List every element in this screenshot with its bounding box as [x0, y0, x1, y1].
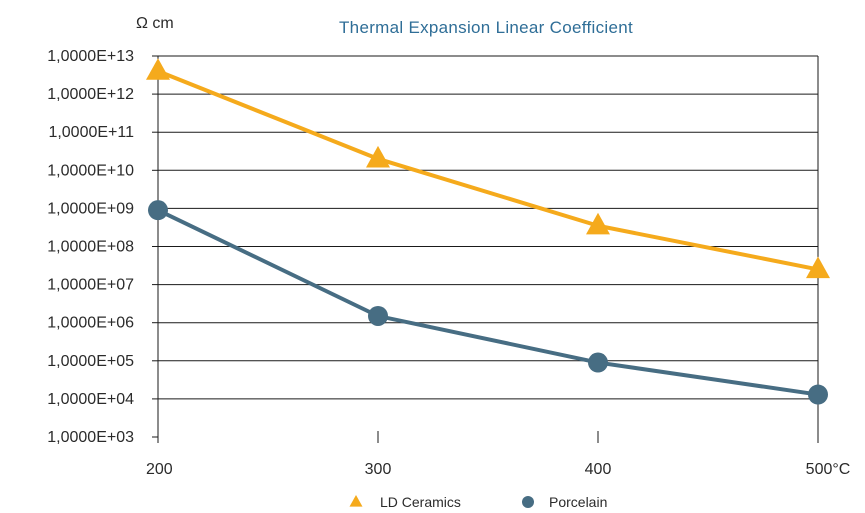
- data-series: [146, 58, 830, 405]
- legend-label: Porcelain: [549, 494, 607, 510]
- series-ld-ceramics: [146, 58, 830, 279]
- x-tick-label: 500°C: [806, 461, 851, 478]
- data-point-circle: [588, 352, 608, 373]
- x-tick-label: 200: [146, 461, 173, 478]
- legend-triangle-icon: [349, 494, 363, 507]
- data-point-triangle: [146, 58, 170, 80]
- y-tick-label: 1,0000E+11: [48, 124, 134, 141]
- data-point-triangle: [806, 256, 830, 279]
- data-point-triangle: [586, 212, 610, 235]
- y-tick-label: 1,0000E+13: [47, 48, 134, 65]
- y-tick-label: 1,0000E+04: [47, 391, 134, 408]
- y-axis-unit-label: Ω cm: [136, 15, 174, 32]
- x-tick-label: 400: [585, 461, 612, 478]
- y-tick-label: 1,0000E+03: [47, 429, 134, 446]
- legend-label: LD Ceramics: [380, 494, 461, 510]
- series-porcelain: [148, 200, 828, 405]
- y-tick-label: 1,0000E+08: [47, 239, 134, 256]
- data-point-circle: [148, 200, 168, 221]
- axes: [152, 55, 819, 443]
- y-tick-label: 1,0000E+06: [47, 315, 134, 332]
- legend-item: Porcelain: [522, 494, 607, 510]
- legend-circle-icon: [522, 496, 534, 508]
- series-line: [157, 208, 819, 397]
- data-point-circle: [368, 305, 388, 326]
- data-point-circle: [808, 384, 828, 405]
- grid-lines: [158, 55, 818, 400]
- legend: LD Ceramics Porcelain: [349, 494, 607, 510]
- x-tick-labels: 200 300 400 500°C: [146, 461, 850, 478]
- x-tick-label: 300: [365, 461, 392, 478]
- data-point-triangle: [366, 145, 390, 168]
- legend-item: LD Ceramics: [349, 494, 461, 510]
- y-tick-label: 1,0000E+12: [47, 86, 134, 103]
- chart-title: Thermal Expansion Linear Coefficient: [339, 18, 633, 37]
- y-tick-label: 1,0000E+10: [47, 162, 134, 179]
- y-tick-label: 1,0000E+07: [47, 277, 134, 294]
- y-tick-label: 1,0000E+09: [47, 200, 134, 217]
- y-tick-label: 1,0000E+05: [47, 353, 134, 370]
- series-line: [157, 69, 819, 272]
- y-tick-labels: 1,0000E+03 1,0000E+04 1,0000E+05 1,0000E+06…: [47, 48, 134, 446]
